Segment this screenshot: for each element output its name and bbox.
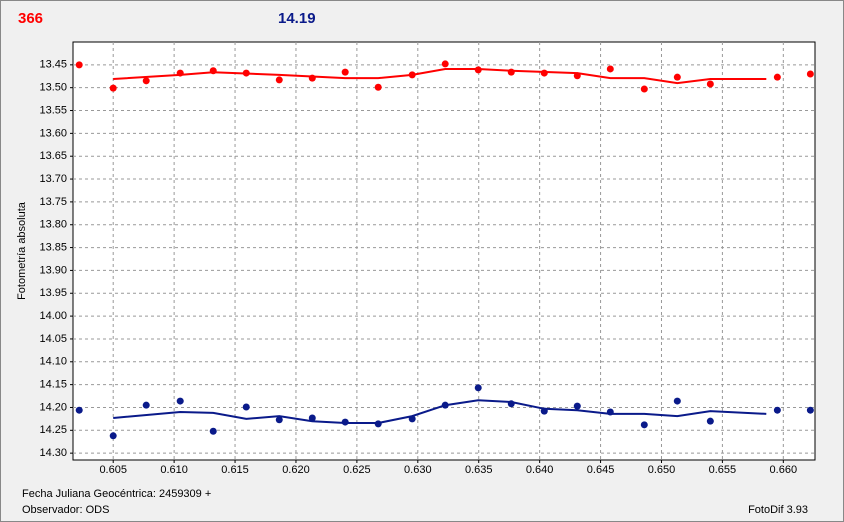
data-point — [773, 406, 781, 414]
x-tick-label: 0.645 — [587, 464, 615, 476]
y-tick-label: 13.60 — [39, 127, 67, 139]
data-point — [176, 397, 184, 405]
data-point — [308, 414, 316, 422]
y-tick-label: 14.20 — [39, 401, 67, 413]
data-point — [209, 427, 217, 435]
x-tick-label: 0.615 — [221, 464, 249, 476]
y-tick-label: 13.65 — [39, 150, 67, 162]
data-point — [109, 84, 117, 92]
data-point — [673, 73, 681, 81]
x-tick-label: 0.650 — [648, 464, 676, 476]
data-point — [540, 69, 548, 77]
data-point — [242, 403, 250, 411]
y-tick-label: 13.85 — [39, 241, 67, 253]
x-tick-label: 0.625 — [343, 464, 371, 476]
y-tick-label: 14.25 — [39, 424, 67, 436]
y-axis-label: Fotometría absoluta — [16, 201, 28, 300]
data-point — [474, 384, 482, 392]
y-tick-label: 13.90 — [39, 264, 67, 276]
x-tick-label: 0.655 — [709, 464, 737, 476]
data-point — [640, 421, 648, 429]
data-point — [573, 402, 581, 410]
footer-observer: Observador: ODS — [22, 504, 109, 516]
y-tick-label: 14.15 — [39, 379, 67, 391]
footer-software: FotoDif 3.93 — [748, 504, 808, 516]
y-tick-label: 13.45 — [39, 59, 67, 71]
fit-curve — [113, 68, 767, 85]
data-point — [706, 80, 714, 88]
y-tick-label: 14.30 — [39, 447, 67, 459]
y-tick-label: 13.55 — [39, 104, 67, 116]
footer-date: Fecha Juliana Geocéntrica: 2459309 + — [22, 488, 211, 500]
y-tick-label: 13.80 — [39, 219, 67, 231]
data-point — [640, 85, 648, 93]
data-point — [142, 77, 150, 85]
fit-curve — [113, 399, 767, 424]
data-point — [441, 60, 449, 68]
data-point — [806, 406, 814, 414]
data-point — [606, 65, 614, 73]
y-tick-label: 13.70 — [39, 173, 67, 185]
data-point — [142, 401, 150, 409]
data-point — [75, 61, 83, 69]
data-point — [806, 70, 814, 78]
x-tick-label: 0.630 — [404, 464, 432, 476]
data-point — [706, 417, 714, 425]
x-tick-label: 0.640 — [526, 464, 554, 476]
data-point — [75, 406, 83, 414]
x-tick-label: 0.610 — [160, 464, 188, 476]
y-tick-label: 13.50 — [39, 82, 67, 94]
data-point — [109, 432, 117, 440]
x-tick-label: 0.620 — [282, 464, 310, 476]
x-tick-label: 0.660 — [770, 464, 798, 476]
data-point — [275, 76, 283, 84]
y-tick-label: 13.95 — [39, 287, 67, 299]
x-tick-label: 0.605 — [99, 464, 127, 476]
y-tick-label: 14.05 — [39, 333, 67, 345]
header-value-left: 366 — [18, 10, 43, 27]
header-value-right: 14.19 — [278, 10, 316, 27]
data-point — [773, 73, 781, 81]
data-point — [341, 68, 349, 76]
data-point — [374, 83, 382, 91]
plot-area — [72, 41, 816, 461]
data-point — [275, 416, 283, 424]
y-tick-label: 14.00 — [39, 310, 67, 322]
y-tick-label: 13.75 — [39, 196, 67, 208]
data-point — [673, 397, 681, 405]
y-tick-label: 14.10 — [39, 356, 67, 368]
x-tick-label: 0.635 — [465, 464, 493, 476]
